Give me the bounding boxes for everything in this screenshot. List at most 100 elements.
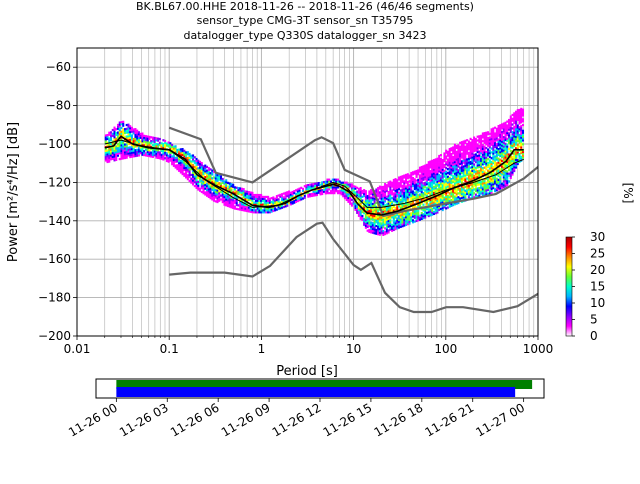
density-cell: [478, 158, 481, 161]
density-cell: [488, 140, 491, 143]
density-cell: [368, 201, 371, 205]
density-cell: [450, 174, 453, 177]
density-cell: [326, 182, 329, 185]
density-cell: [406, 188, 409, 191]
density-cell: [251, 210, 254, 214]
density-cell: [223, 180, 226, 183]
density-cell: [514, 147, 518, 150]
density-cell: [516, 114, 519, 118]
density-cell: [478, 135, 481, 138]
density-cell: [378, 191, 381, 194]
density-cell: [518, 126, 521, 129]
density-cell: [157, 156, 160, 160]
density-cell: [516, 124, 519, 127]
density-cell: [190, 162, 193, 165]
density-cell: [226, 199, 229, 202]
density-cell: [123, 143, 127, 146]
density-cell: [420, 175, 423, 178]
density-cell: [115, 131, 118, 135]
density-cell: [214, 181, 217, 184]
density-cell: [417, 217, 420, 220]
density-cell: [432, 168, 435, 171]
density-cell: [209, 179, 212, 182]
density-cell: [115, 156, 118, 160]
density-cell: [415, 217, 418, 221]
density-cell: [125, 145, 128, 148]
density-cell: [401, 180, 404, 184]
density-cell: [490, 183, 493, 187]
density-cell: [111, 140, 114, 143]
density-cell: [429, 187, 432, 190]
density-cell: [443, 179, 446, 182]
density-cell: [504, 175, 507, 178]
density-cell: [480, 159, 483, 162]
density-cell: [450, 181, 453, 184]
density-cell: [291, 196, 294, 199]
density-cell: [462, 196, 465, 199]
density-cell: [158, 157, 161, 160]
density-cell: [516, 132, 519, 135]
density-cell: [122, 147, 125, 150]
density-cell: [275, 208, 278, 211]
density-cell: [380, 224, 383, 227]
density-cell: [116, 127, 120, 130]
density-cell: [471, 173, 474, 176]
density-cell: [387, 225, 390, 228]
density-cell: [244, 207, 247, 210]
density-cell: [432, 189, 435, 192]
density-cell: [455, 191, 458, 194]
density-cell: [453, 162, 456, 166]
density-cell: [277, 198, 280, 201]
density-cell: [209, 168, 212, 171]
density-cell: [206, 190, 209, 193]
ppsd-plot: 0.01 0.1 1 10 100 1000 −60−80−100−120−140−160…: [38, 47, 553, 356]
density-cell: [422, 215, 425, 218]
density-cell: [354, 191, 357, 194]
density-cell: [380, 195, 383, 198]
density-cell: [411, 211, 415, 214]
density-cell: [377, 217, 380, 220]
density-cell: [450, 149, 453, 152]
density-cell: [113, 141, 116, 145]
low-noise-model-line: [169, 221, 538, 314]
density-cell: [481, 145, 484, 149]
density-cell: [115, 128, 118, 131]
density-cell: [492, 131, 495, 134]
density-cell: [391, 181, 394, 184]
density-cell: [459, 174, 462, 177]
density-cell: [439, 154, 442, 157]
density-cell: [363, 194, 366, 198]
density-cell: [446, 179, 449, 182]
density-cell: [511, 136, 514, 140]
density-cell: [209, 189, 212, 192]
density-cell: [218, 178, 221, 181]
density-cell: [485, 164, 488, 167]
density-cell: [478, 152, 481, 155]
density-cell: [387, 215, 390, 219]
density-cell: [476, 191, 479, 194]
density-cell: [295, 189, 298, 192]
density-cell: [240, 208, 243, 212]
density-cell: [460, 171, 463, 175]
density-cell: [254, 197, 257, 200]
density-cell: [197, 163, 200, 166]
density-cell: [487, 184, 490, 188]
density-cell: [389, 184, 392, 187]
density-cell: [441, 160, 444, 164]
density-cell: [394, 197, 397, 200]
density-cell: [513, 121, 516, 125]
density-cell: [317, 182, 320, 185]
density-cell: [514, 118, 518, 121]
density-cell: [443, 188, 446, 192]
density-cell: [239, 204, 242, 207]
density-cell: [448, 196, 451, 199]
density-cell: [514, 114, 518, 117]
density-cell: [497, 130, 500, 133]
density-cell: [514, 135, 518, 138]
density-cell: [226, 201, 229, 204]
density-cell: [446, 183, 449, 186]
density-cell: [139, 140, 142, 143]
density-cell: [492, 148, 495, 151]
density-cell: [469, 193, 472, 196]
density-cell: [411, 180, 415, 184]
